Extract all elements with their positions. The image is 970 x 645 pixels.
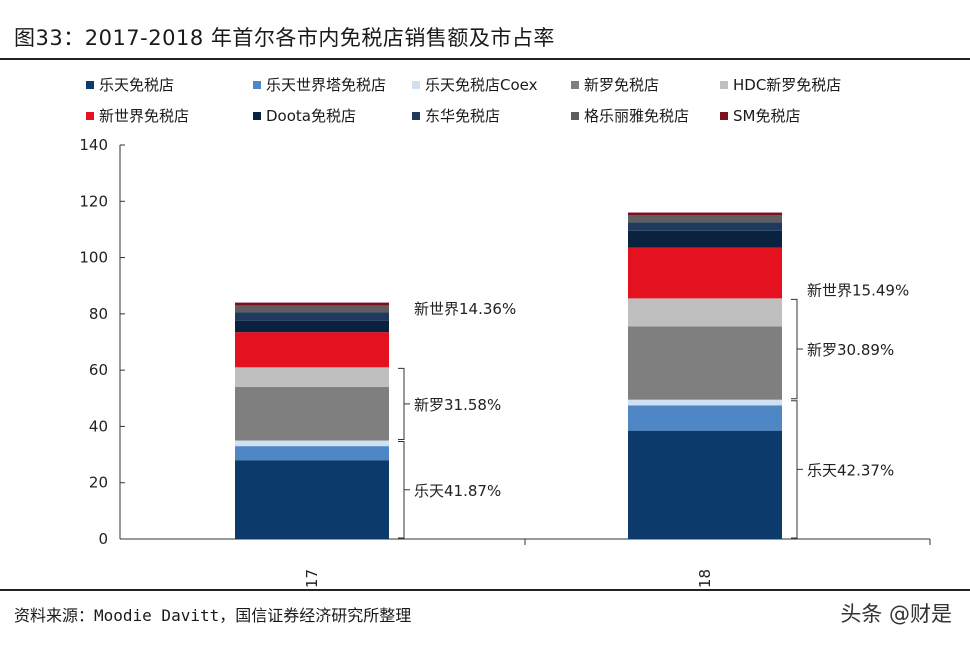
x-tick-label: 2017 [303, 569, 321, 590]
legend-swatch [571, 111, 579, 120]
legend-label: 乐天免税店 [99, 76, 175, 94]
legend-swatch [86, 80, 94, 89]
legend-item: Doota免税店 [253, 105, 356, 126]
bar-segment [628, 399, 782, 406]
legend-swatch [720, 80, 728, 89]
bar-segment [628, 222, 782, 231]
x-tick-label: 2018 [696, 569, 714, 590]
bar-segment [235, 440, 389, 447]
y-tick-label: 0 [98, 530, 108, 548]
legend-item: 新罗免税店 [571, 74, 659, 95]
y-tick-label: 140 [79, 136, 108, 154]
legend-label: Doota免税店 [266, 107, 356, 125]
legend-swatch [720, 111, 728, 120]
bar-segment [235, 446, 389, 461]
legend-item: 东华免税店 [412, 105, 500, 126]
legend-item: SM免税店 [720, 105, 800, 126]
y-tick-label: 100 [79, 249, 108, 267]
bar-segment [235, 367, 389, 388]
share-label: 新罗31.58% [414, 396, 501, 414]
bar-segment [235, 305, 389, 313]
bar-segment [628, 212, 782, 216]
y-tick-label: 60 [89, 361, 108, 379]
legend-swatch [412, 111, 420, 120]
share-label: 乐天42.37% [807, 461, 894, 479]
source-note: 资料来源：Moodie Davitt，国信证券经济研究所整理 [14, 606, 412, 625]
share-label: 新世界15.49% [807, 282, 909, 300]
y-tick-label: 120 [79, 192, 108, 210]
legend-item: 格乐丽雅免税店 [571, 105, 689, 126]
legend-item: 乐天免税店Coex [412, 74, 538, 95]
bar-segment [628, 247, 782, 299]
legend-item: HDC新罗免税店 [720, 74, 841, 95]
bar-segment [235, 320, 389, 333]
share-label: 乐天41.87% [414, 482, 501, 500]
y-tick-label: 80 [89, 305, 108, 323]
legend-label: HDC新罗免税店 [733, 76, 842, 94]
bracket [398, 367, 405, 440]
legend-swatch [571, 80, 579, 89]
legend-label: SM免税店 [733, 107, 801, 125]
watermark: 头条 @财是 [840, 602, 952, 626]
legend-item: 乐天世界塔免税店 [253, 74, 386, 95]
legend-label: 乐天免税店Coex [425, 76, 538, 94]
share-label: 新罗30.89% [807, 341, 894, 359]
bar-segment [628, 326, 782, 400]
bar-segment [628, 215, 782, 223]
chart-title: 图33：2017-2018 年首尔各市内免税店销售额及市占率 [14, 26, 555, 50]
bar-segment [628, 298, 782, 327]
bar-segment [235, 387, 389, 441]
top-rule [0, 58, 970, 60]
legend-label: 东华免税店 [425, 107, 501, 125]
legend-swatch [86, 111, 94, 120]
y-tick-label: 20 [89, 474, 108, 492]
legend-swatch [412, 80, 420, 89]
bracket [791, 298, 798, 400]
bar-segment [235, 332, 389, 368]
legend-item: 新世界免税店 [86, 105, 189, 126]
bar-segment [628, 405, 782, 431]
bracket [791, 400, 798, 539]
stacked-bar-chart: 0 20 40 60 80 100 120 140 2017 2018 乐天41.87% 新罗31.5… [79, 136, 931, 590]
legend-item: 乐天免税店 [86, 74, 174, 95]
legend-label: 新罗免税店 [584, 76, 660, 94]
bar-segment [235, 312, 389, 321]
bar-segment [235, 302, 389, 306]
bar-segment [628, 430, 782, 539]
y-tick-label: 40 [89, 417, 108, 435]
bottom-rule [0, 589, 970, 591]
share-label: 新世界14.36% [414, 300, 516, 318]
bar-segment [235, 460, 389, 539]
legend-swatch [253, 111, 261, 120]
bar-segment [628, 230, 782, 248]
bracket [398, 441, 405, 539]
legend-swatch [253, 80, 261, 89]
legend-label: 格乐丽雅免税店 [584, 107, 690, 125]
legend-label: 新世界免税店 [99, 107, 190, 125]
legend-label: 乐天世界塔免税店 [266, 76, 387, 94]
